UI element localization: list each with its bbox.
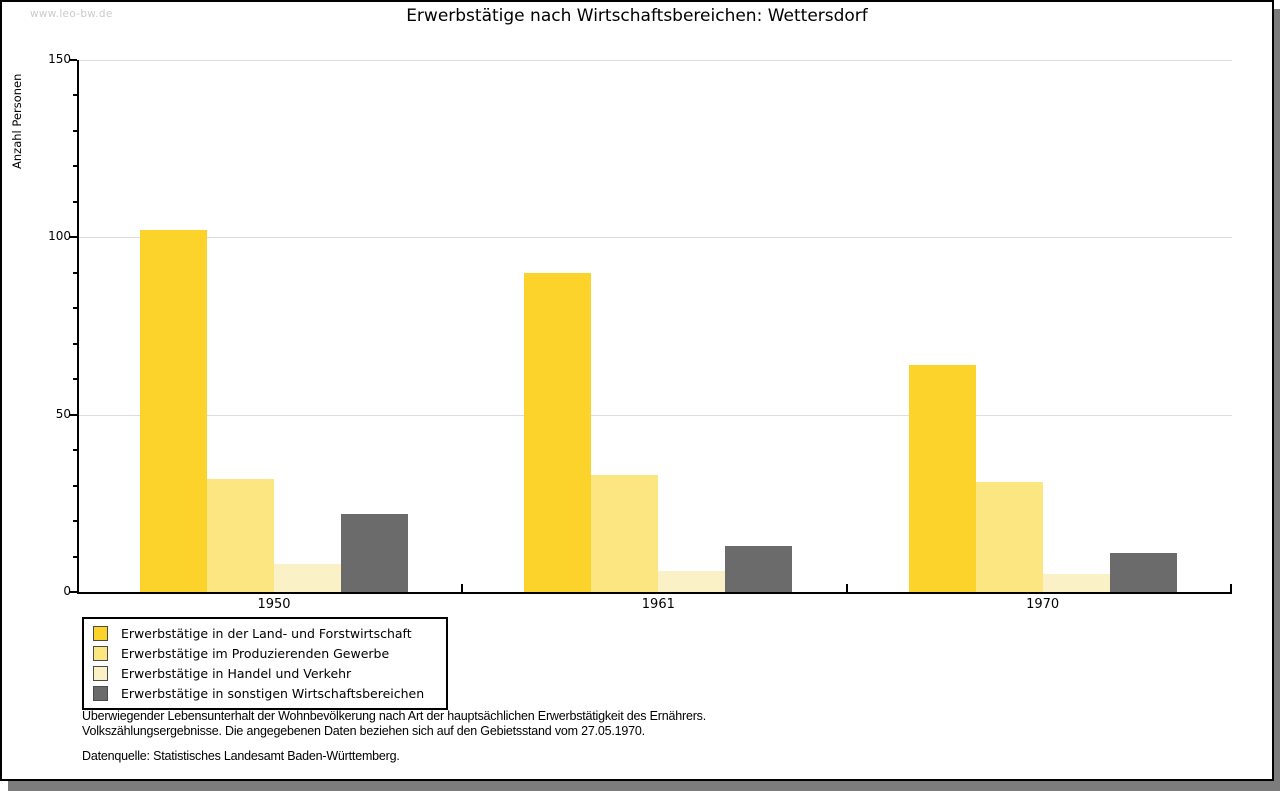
gridline-50 xyxy=(79,414,1232,416)
plot-area xyxy=(70,59,1232,594)
x-axis-group-tick xyxy=(461,584,464,592)
legend-label: Erwerbstätige in sonstigen Wirtschaftsbe… xyxy=(121,685,425,701)
bar-1970-series4 xyxy=(1109,553,1177,592)
chart-title: Erwerbstätige nach Wirtschaftsbereichen:… xyxy=(406,6,868,26)
legend-swatch-produzierendes-gewerbe xyxy=(93,645,108,661)
y-axis-title: Anzahl Personen xyxy=(10,73,24,169)
legend-item: Erwerbstätige im Produzierenden Gewerbe xyxy=(84,643,446,663)
bar-1961-series3 xyxy=(658,570,726,592)
data-source-text: Datenquelle: Statistisches Landesamt Bad… xyxy=(82,749,400,763)
bar-1950-series4 xyxy=(341,513,408,592)
y-minor-tick xyxy=(73,555,77,558)
legend-item: Erwerbstätige in der Land- und Forstwirt… xyxy=(84,623,446,643)
legend-swatch-sonstige-bereiche xyxy=(93,685,108,701)
y-major-tick xyxy=(70,59,77,61)
bar-1950-series1 xyxy=(140,230,207,592)
y-major-tick xyxy=(70,591,77,593)
x-category-label-1961: 1961 xyxy=(641,597,675,612)
y-minor-tick xyxy=(73,129,77,132)
y-minor-tick xyxy=(73,271,77,274)
legend-swatch-land-forstwirtschaft xyxy=(93,625,108,641)
bar-1961-series4 xyxy=(725,545,793,592)
legend-label: Erwerbstätige in Handel und Verkehr xyxy=(121,665,352,681)
legend-item: Erwerbstätige in sonstigen Wirtschaftsbe… xyxy=(84,683,446,703)
x-category-label-1970: 1970 xyxy=(1026,597,1060,612)
y-tick-label-100: 100 xyxy=(48,229,71,244)
x-axis-group-tick xyxy=(845,584,848,592)
legend-label: Erwerbstätige im Produzierenden Gewerbe xyxy=(121,645,390,661)
legend-label: Erwerbstätige in der Land- und Forstwirt… xyxy=(121,625,412,641)
footnote-line: Überwiegender Lebensunterhalt der Wohnbe… xyxy=(82,709,706,723)
bar-1961-series2 xyxy=(591,474,659,592)
page-shadow-right xyxy=(1274,9,1280,791)
gridline-150 xyxy=(79,60,1232,61)
y-minor-tick xyxy=(73,449,77,452)
y-tick-label-150: 150 xyxy=(48,52,71,66)
bar-1970-series2 xyxy=(975,482,1043,592)
y-minor-tick xyxy=(73,200,77,203)
y-major-tick xyxy=(70,413,77,416)
y-minor-tick xyxy=(73,342,77,345)
bar-1961-series1 xyxy=(524,272,592,592)
x-axis-group-tick xyxy=(1230,584,1232,592)
watermark-url: www.leo-bw.de xyxy=(30,8,113,20)
y-minor-tick xyxy=(73,378,77,381)
legend-box: Erwerbstätige in der Land- und Forstwirt… xyxy=(82,617,448,710)
y-tick-label-0: 0 xyxy=(63,584,71,598)
y-minor-tick xyxy=(73,94,77,97)
bar-1970-series3 xyxy=(1042,574,1110,592)
gridline-100 xyxy=(79,237,1232,239)
footnote-line: Volkszählungsergebnisse. Die angegebenen… xyxy=(82,723,645,738)
footnote-text: Überwiegender Lebensunterhalt der Wohnbe… xyxy=(82,709,706,738)
x-category-label-1950: 1950 xyxy=(257,597,291,612)
legend-swatch-handel-verkehr xyxy=(93,665,108,681)
y-tick-label-50: 50 xyxy=(55,406,71,421)
bar-1950-series3 xyxy=(274,563,341,592)
page-shadow-bottom xyxy=(8,781,1280,791)
y-major-tick xyxy=(70,236,77,239)
y-minor-tick xyxy=(73,520,77,523)
bar-1970-series1 xyxy=(908,365,976,592)
legend-item: Erwerbstätige in Handel und Verkehr xyxy=(84,663,446,683)
y-minor-tick xyxy=(73,307,77,310)
y-minor-tick xyxy=(73,165,77,168)
bar-1950-series2 xyxy=(207,478,274,592)
y-minor-tick xyxy=(73,484,77,487)
